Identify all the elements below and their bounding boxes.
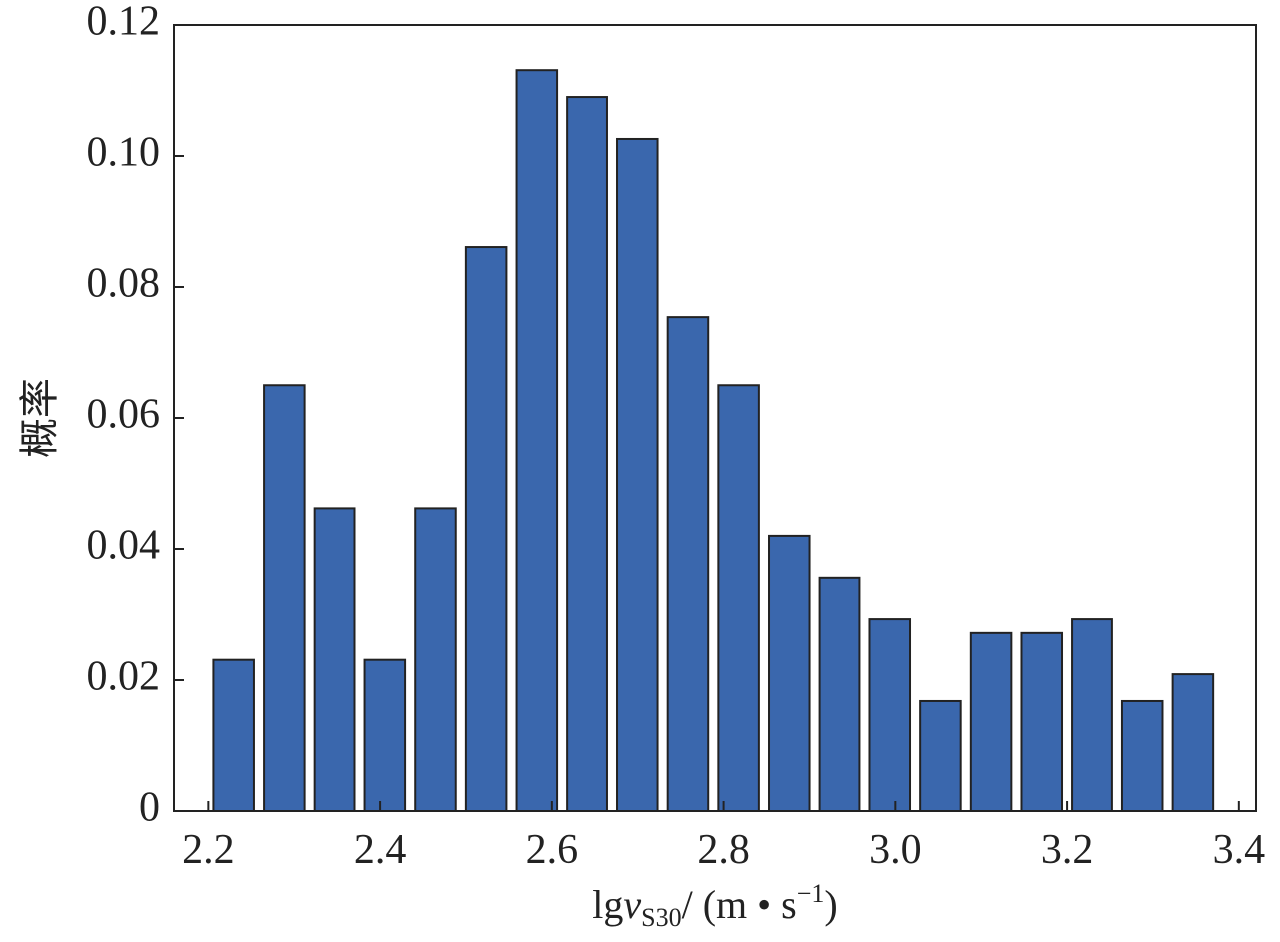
x-label-var: v [623, 882, 641, 927]
bar [1020, 631, 1064, 813]
x-tick-label: 3.4 [1213, 827, 1266, 873]
y-tick-label: 0 [139, 785, 160, 831]
bar [263, 384, 306, 812]
bar [414, 507, 457, 812]
bar [212, 658, 255, 812]
y-tick-label: 0.06 [87, 392, 161, 438]
x-tick-label: 3.2 [1041, 827, 1094, 873]
y-tick-label: 0.12 [87, 0, 161, 45]
y-tick-label: 0.08 [87, 261, 161, 307]
x-tick-label: 2.8 [697, 827, 750, 873]
x-tick-label: 2.2 [182, 827, 235, 873]
bar [868, 618, 912, 813]
y-tick-label: 0.10 [87, 130, 161, 176]
bar [1171, 673, 1215, 812]
x-tick-label: 2.6 [526, 827, 579, 873]
bar [464, 246, 508, 813]
bar [313, 507, 356, 812]
x-label-end: ) [824, 882, 837, 927]
bar [717, 384, 760, 812]
bar [515, 69, 559, 812]
y-tick-label: 0.02 [87, 654, 161, 700]
bar [768, 534, 811, 813]
bar [818, 576, 861, 812]
bar [363, 658, 407, 812]
bar [566, 96, 608, 813]
x-label-sup: −1 [797, 879, 825, 908]
x-tick-label: 2.4 [354, 827, 407, 873]
bar [1071, 618, 1113, 813]
bar [616, 137, 659, 813]
x-label-prefix: lg [592, 882, 623, 927]
x-axis-label: lgvS30/ (m • s−1) [592, 879, 837, 932]
bar [919, 699, 962, 813]
y-tick-label: 0.04 [87, 523, 161, 569]
x-label-unit: / (m • s [682, 882, 797, 927]
bar [666, 316, 710, 812]
y-axis-label: 概率 [17, 378, 62, 458]
x-label-sub: S30 [641, 903, 681, 932]
x-tick-label: 3.0 [869, 827, 922, 873]
bar [1120, 699, 1164, 813]
bar [969, 631, 1013, 813]
